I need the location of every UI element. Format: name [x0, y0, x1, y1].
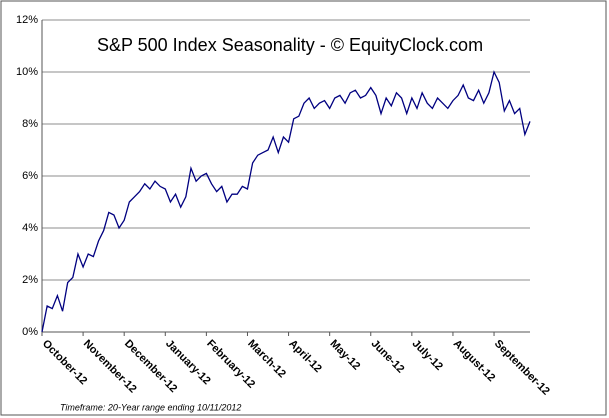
y-tick-label: 12%	[16, 14, 38, 26]
y-tick-label: 10%	[16, 66, 38, 78]
y-tick-label: 6%	[22, 170, 38, 182]
y-tick-label: 8%	[22, 118, 38, 130]
y-tick-label: 2%	[22, 274, 38, 286]
chart-title: S&P 500 Index Seasonality - © EquityCloc…	[97, 35, 483, 55]
footnote: Timeframe: 20-Year range ending 10/11/20…	[60, 402, 241, 412]
series-line	[41, 70, 531, 333]
y-tick-label: 4%	[22, 222, 38, 234]
y-tick-label: 0%	[22, 326, 38, 338]
